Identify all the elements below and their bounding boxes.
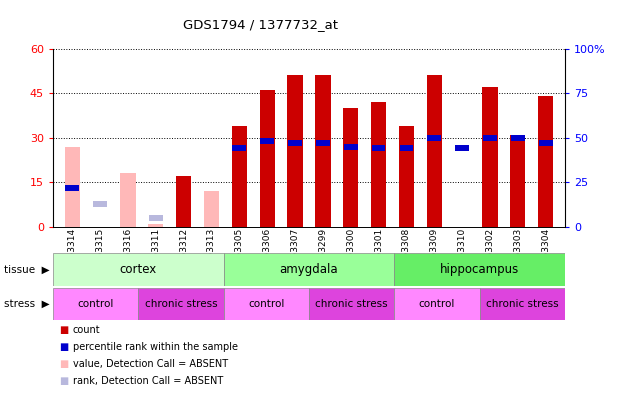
Text: percentile rank within the sample: percentile rank within the sample xyxy=(73,342,238,352)
Text: chronic stress: chronic stress xyxy=(145,299,217,309)
Bar xyxy=(232,126,247,227)
Bar xyxy=(288,140,302,146)
Text: amygdala: amygdala xyxy=(279,263,338,276)
Text: ■: ■ xyxy=(59,359,68,369)
Bar xyxy=(510,135,525,227)
Bar xyxy=(343,108,358,227)
Text: chronic stress: chronic stress xyxy=(486,299,559,309)
Text: GDS1794 / 1377732_at: GDS1794 / 1377732_at xyxy=(183,18,338,31)
Text: tissue  ▶: tissue ▶ xyxy=(4,264,50,274)
Bar xyxy=(204,191,219,227)
Bar xyxy=(399,145,414,151)
Bar xyxy=(315,75,330,227)
Bar xyxy=(309,288,394,320)
Bar xyxy=(455,145,469,151)
Bar xyxy=(344,144,358,149)
Bar xyxy=(427,135,441,141)
Bar xyxy=(483,135,497,141)
Bar xyxy=(394,253,565,286)
Text: stress  ▶: stress ▶ xyxy=(4,299,50,309)
Bar xyxy=(394,288,480,320)
Text: control: control xyxy=(419,299,455,309)
Text: control: control xyxy=(248,299,284,309)
Bar xyxy=(539,140,553,146)
Bar xyxy=(427,75,442,227)
Bar xyxy=(399,126,414,227)
Bar xyxy=(93,200,107,207)
Text: chronic stress: chronic stress xyxy=(315,299,388,309)
Text: value, Detection Call = ABSENT: value, Detection Call = ABSENT xyxy=(73,359,228,369)
Text: count: count xyxy=(73,325,100,335)
Text: control: control xyxy=(77,299,114,309)
Bar xyxy=(483,87,497,227)
Bar xyxy=(316,140,330,146)
Bar xyxy=(53,253,224,286)
Bar xyxy=(288,75,302,227)
Bar xyxy=(260,90,275,227)
Bar xyxy=(224,253,394,286)
Bar xyxy=(148,224,163,227)
Bar xyxy=(260,138,274,144)
Text: ■: ■ xyxy=(59,376,68,386)
Text: ■: ■ xyxy=(59,342,68,352)
Bar xyxy=(65,185,79,191)
Text: cortex: cortex xyxy=(120,263,156,276)
Text: ■: ■ xyxy=(59,325,68,335)
Bar xyxy=(511,135,525,141)
Bar xyxy=(53,288,138,320)
Bar xyxy=(176,176,191,227)
Bar xyxy=(538,96,553,227)
Text: hippocampus: hippocampus xyxy=(440,263,519,276)
Bar xyxy=(149,215,163,221)
Bar xyxy=(138,288,224,320)
Bar xyxy=(371,145,386,151)
Bar xyxy=(120,173,135,227)
Bar xyxy=(65,147,80,227)
Text: rank, Detection Call = ABSENT: rank, Detection Call = ABSENT xyxy=(73,376,223,386)
Bar xyxy=(371,102,386,227)
Bar xyxy=(232,145,247,151)
Bar xyxy=(480,288,565,320)
Bar xyxy=(224,288,309,320)
